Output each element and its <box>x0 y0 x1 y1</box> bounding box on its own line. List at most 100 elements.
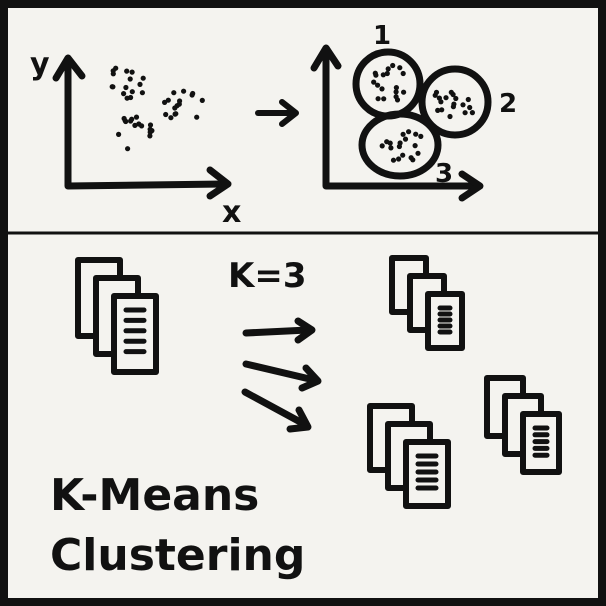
document-stack-icon <box>75 257 159 375</box>
right-arrow-icon <box>241 388 312 433</box>
data-point <box>194 114 200 120</box>
data-point <box>448 89 454 95</box>
data-point <box>412 143 418 149</box>
data-point <box>384 70 390 77</box>
data-point <box>129 116 135 122</box>
data-point <box>375 82 381 88</box>
right-arrow-icon <box>242 317 316 344</box>
document-stack-icon <box>367 403 451 509</box>
data-point <box>390 62 396 69</box>
cluster-2-label: 2 <box>499 89 517 119</box>
data-point <box>447 113 453 120</box>
right-arrow-icon <box>255 99 299 127</box>
data-point <box>123 118 129 125</box>
data-point <box>373 72 379 78</box>
data-point <box>393 89 399 95</box>
data-point <box>381 96 387 102</box>
data-point <box>401 89 407 95</box>
data-point <box>380 72 386 78</box>
data-point <box>450 104 456 110</box>
cluster-3-label: 3 <box>435 159 453 189</box>
data-point <box>443 95 449 101</box>
data-point <box>439 107 445 113</box>
data-point <box>394 97 401 103</box>
data-point <box>163 111 169 118</box>
data-point <box>435 107 441 113</box>
plot-axes <box>322 50 480 190</box>
data-point <box>147 122 154 128</box>
right-arrow-icon <box>242 360 322 392</box>
data-point <box>199 97 205 103</box>
cluster-1-label: 1 <box>373 21 391 51</box>
data-point <box>127 76 133 82</box>
data-point <box>137 81 143 87</box>
data-point <box>390 157 397 163</box>
data-point <box>121 91 127 97</box>
data-point <box>433 89 440 95</box>
data-point <box>402 136 409 142</box>
x-axis-arrowhead <box>458 170 484 202</box>
data-point <box>168 115 174 121</box>
assignment-arrows <box>241 317 322 433</box>
data-point <box>177 98 183 104</box>
cluster-3-circle <box>358 110 442 180</box>
data-point <box>379 86 385 92</box>
data-point <box>460 102 466 108</box>
data-point <box>133 114 140 120</box>
data-point <box>132 122 138 128</box>
data-point <box>139 123 145 129</box>
data-point <box>147 133 153 139</box>
data-point <box>462 110 468 116</box>
data-point <box>393 85 399 91</box>
data-point <box>375 96 381 102</box>
data-point <box>124 68 130 74</box>
document-stack-icon <box>484 375 562 475</box>
clustered-plot <box>310 44 492 202</box>
data-point <box>371 79 377 85</box>
k-value-label: K=3 <box>228 256 307 296</box>
data-point <box>400 131 406 137</box>
unclustered-plot <box>52 54 232 200</box>
data-point <box>140 75 146 81</box>
document-stack-icon <box>389 255 465 351</box>
data-point <box>453 95 459 102</box>
data-point <box>467 104 473 111</box>
data-point <box>125 146 131 152</box>
y-axis-label: y <box>30 47 50 82</box>
x-axis-label: x <box>222 195 241 230</box>
data-point <box>413 131 419 137</box>
data-point <box>400 152 406 158</box>
data-point <box>469 110 475 116</box>
y-axis-arrowhead <box>52 54 86 82</box>
clustered-points <box>371 62 475 163</box>
document-stacks <box>75 255 562 509</box>
plot-axes <box>64 58 228 190</box>
data-point <box>397 65 403 71</box>
data-point <box>397 140 403 146</box>
data-point <box>438 99 444 105</box>
data-point <box>124 95 130 101</box>
data-point <box>415 150 421 156</box>
scatter-points <box>109 65 205 152</box>
data-point <box>181 88 187 94</box>
data-point <box>116 131 122 137</box>
data-point <box>129 89 135 95</box>
cluster-2-circle <box>418 65 492 139</box>
data-point <box>110 71 116 77</box>
data-point <box>173 111 179 117</box>
data-point <box>139 90 145 96</box>
data-point <box>418 133 424 139</box>
data-point <box>400 70 406 77</box>
data-point <box>162 99 168 105</box>
data-point <box>388 145 394 151</box>
x-axis-arrowhead <box>206 166 232 200</box>
title-line-1: K-Means <box>50 470 259 521</box>
data-point <box>379 143 385 149</box>
data-point <box>149 128 155 134</box>
data-point <box>408 155 414 161</box>
data-point <box>110 84 116 90</box>
data-point <box>190 90 196 97</box>
